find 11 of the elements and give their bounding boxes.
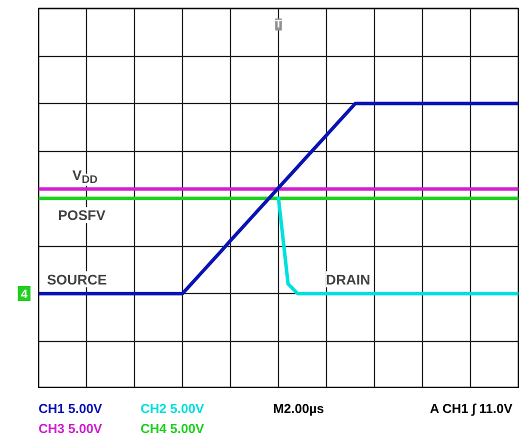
text: CH4 5.00V [140, 421, 204, 436]
text: CH2 5.00V [140, 401, 204, 416]
annotation: DRAIN [326, 271, 370, 288]
text: CH1 5.00V [38, 401, 102, 416]
text: A CH1 ∫ 11.0V [430, 401, 513, 416]
text: T [275, 18, 282, 30]
text: CH3 5.00V [38, 421, 102, 436]
text: 4 [20, 287, 28, 301]
annotation: SOURCE [46, 271, 107, 288]
text: M2.00µs [273, 401, 324, 416]
annotation: POSFV [58, 207, 106, 224]
